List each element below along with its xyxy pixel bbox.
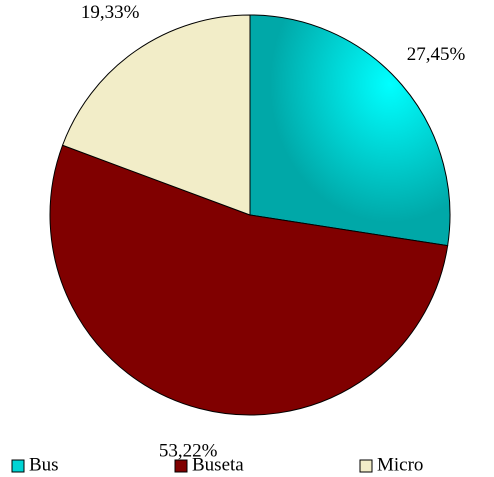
pie-slice [61, 14, 251, 216]
data-label: 53,22% [159, 440, 218, 461]
data-label: 27,45% [407, 44, 466, 65]
legend-swatch [359, 459, 373, 473]
legend-label: Buseta [192, 454, 244, 475]
data-label: 19,33% [81, 2, 140, 23]
legend-swatch [174, 459, 188, 473]
legend-label: Bus [29, 454, 59, 475]
pie-slice [49, 144, 449, 416]
legend-swatch [11, 459, 25, 473]
pie-slice [249, 14, 451, 247]
legend-label: Micro [377, 454, 423, 475]
